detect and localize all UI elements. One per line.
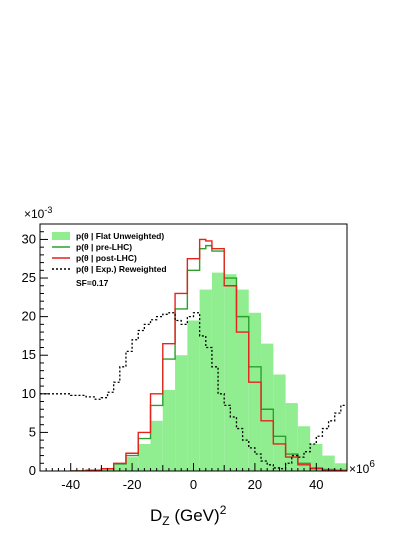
flat-unweighted-bin [113, 464, 126, 471]
y-tick-label: 20 [22, 309, 36, 324]
x-tick-label: 0 [190, 477, 197, 492]
y-tick-label: 30 [22, 231, 36, 246]
x-tick-label: -20 [123, 477, 142, 492]
flat-unweighted-bin [297, 426, 311, 471]
axis-layer: -40 -20 0 20 40 0 5 10 15 20 25 30 [22, 223, 348, 492]
flat-unweighted-bin [310, 443, 323, 471]
legend-label: p(θ | post-LHC) [76, 253, 137, 263]
scale-factor-annotation: SF=0.17 [76, 278, 109, 288]
legend-swatch [52, 232, 70, 240]
flat-unweighted-bin [261, 343, 274, 471]
y-tick-label: 15 [22, 347, 36, 362]
legend: p(θ | Flat Unweighted)p(θ | pre-LHC)p(θ … [52, 231, 167, 288]
y-tick-label: 10 [22, 386, 36, 401]
flat-unweighted-bin [322, 455, 335, 471]
flat-unweighted-bin [273, 374, 286, 471]
flat-unweighted-bin [334, 463, 347, 471]
y-tick-label: 25 [22, 270, 36, 285]
x-tick-label: -40 [61, 477, 80, 492]
x-axis-title: DZ (GeV)2 [150, 503, 227, 528]
series-line-p-post-lhc [70, 238, 347, 471]
flat-unweighted-bin [187, 320, 200, 471]
y-multiplier: ×10-3 [24, 205, 52, 221]
flat-unweighted-bin [162, 389, 176, 471]
legend-label: p(θ | Exp.) Reweighted [76, 264, 167, 274]
flat-unweighted-bin [236, 289, 249, 471]
flat-unweighted-bin [199, 289, 212, 471]
flat-unweighted-bin [138, 443, 151, 471]
flat-unweighted-bin [285, 403, 298, 471]
y-tick-label: 0 [29, 463, 36, 478]
y-tick-label: 5 [29, 424, 36, 439]
x-tick-label: 40 [309, 477, 323, 492]
legend-label: p(θ | pre-LHC) [76, 242, 132, 252]
series-layer [40, 238, 347, 471]
series-line-p-exp-reweighted [40, 312, 347, 470]
x-multiplier: ×106 [349, 459, 375, 476]
legend-label: p(θ | Flat Unweighted) [76, 231, 164, 241]
x-tick-label: 20 [248, 477, 262, 492]
flat-unweighted-bin [248, 312, 262, 471]
flat-unweighted-bin [175, 355, 188, 471]
flat-unweighted-bin [150, 420, 163, 471]
flat-unweighted-bin [224, 274, 237, 471]
